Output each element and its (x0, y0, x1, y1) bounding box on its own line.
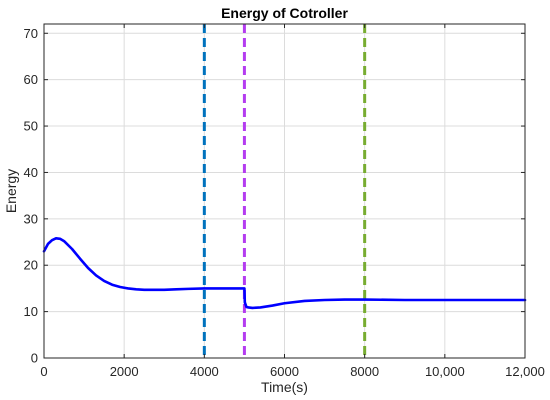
energy-series-line (42, 237, 527, 310)
x-tick-label: 8000 (350, 364, 379, 379)
y-tick-label: 10 (24, 304, 38, 319)
y-tick-label: 20 (24, 258, 38, 273)
x-axis-label: Time(s) (261, 379, 308, 395)
y-axis-ticks: 0 10 20 30 40 50 60 70 (24, 26, 525, 366)
x-tick-label: 10,000 (425, 364, 465, 379)
x-tick-label: 2000 (110, 364, 139, 379)
y-axis-label: Energy (3, 169, 19, 213)
y-tick-label: 50 (24, 119, 38, 134)
y-tick-label: 70 (24, 26, 38, 41)
y-tick-label: 30 (24, 211, 38, 226)
y-tick-label: 40 (24, 165, 38, 180)
chart-title: Energy of Cotroller (221, 5, 348, 21)
y-tick-label: 0 (31, 351, 38, 366)
x-tick-label: 4000 (190, 364, 219, 379)
x-axis-ticks: 0 2000 4000 6000 8000 10,000 12,000 (40, 24, 545, 379)
x-tick-label: 12,000 (505, 364, 545, 379)
y-tick-label: 60 (24, 72, 38, 87)
x-tick-label: 6000 (270, 364, 299, 379)
x-tick-label: 0 (40, 364, 47, 379)
